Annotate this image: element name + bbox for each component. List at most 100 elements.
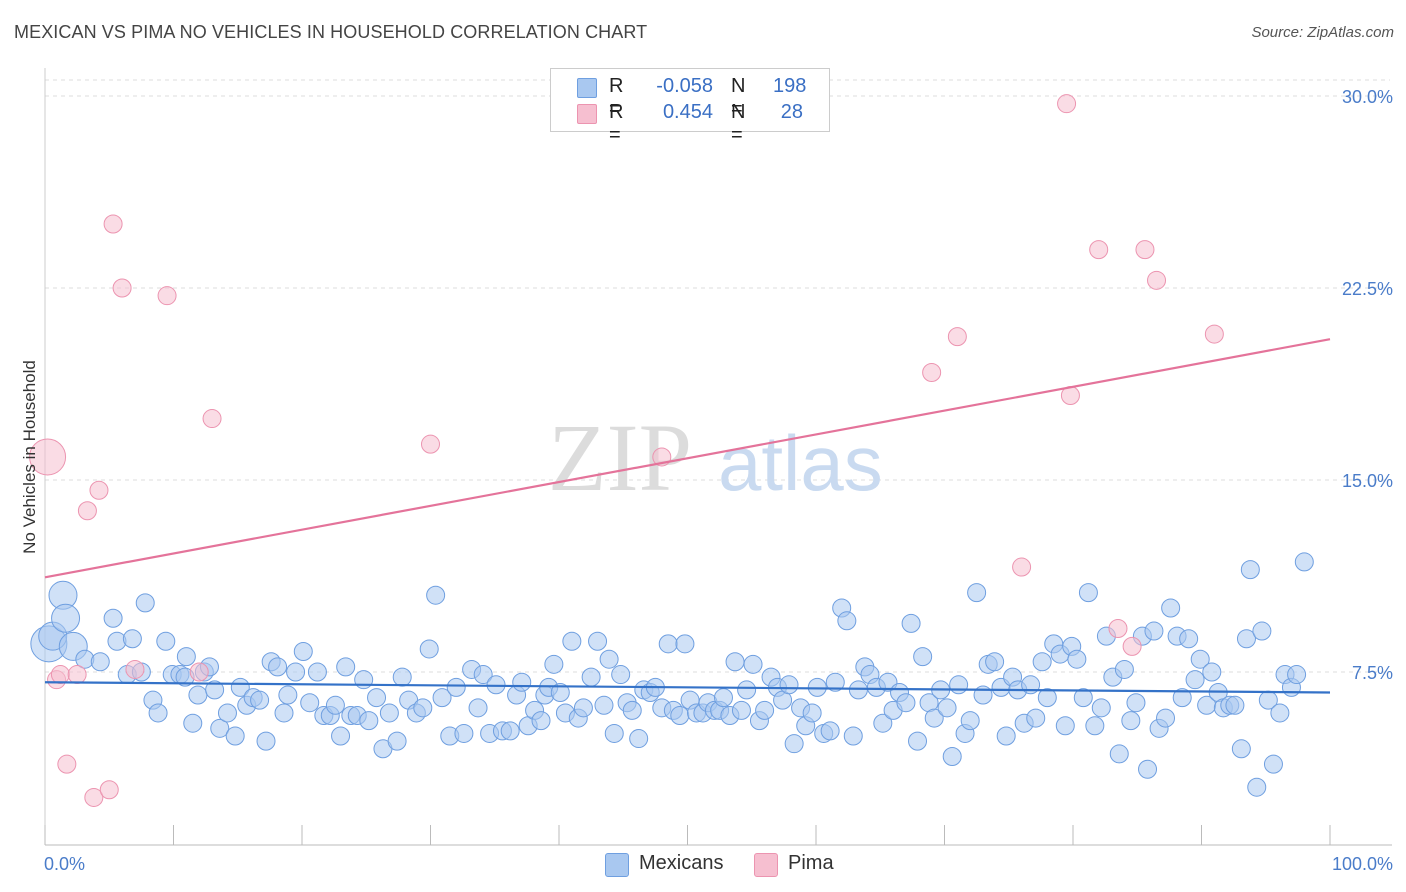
pima-point <box>1012 557 1032 577</box>
mexicans-point <box>675 634 695 654</box>
mexicans-point <box>1236 629 1256 649</box>
mexicans-point <box>658 634 678 654</box>
mexicans-point <box>286 662 306 682</box>
mexicans-point <box>183 713 203 733</box>
mexicans-point <box>225 726 245 746</box>
pima-point <box>84 787 104 807</box>
x-tick-label: 100.0% <box>1332 854 1393 874</box>
mexicans-point <box>1263 754 1283 774</box>
pima-point <box>50 665 70 685</box>
legend-r-value: 0.454 <box>662 101 713 123</box>
pima-point <box>57 754 77 774</box>
mexicans-point <box>359 711 379 731</box>
mexicans-point <box>331 726 351 746</box>
y-tick-label: 15.0% <box>1342 471 1393 491</box>
pima-point <box>103 214 123 234</box>
mexicans-point <box>820 721 840 741</box>
pima-point <box>189 662 209 682</box>
mexicans-point <box>670 706 690 726</box>
mexicans-point <box>122 629 142 649</box>
y-tick-label: 22.5% <box>1342 279 1393 299</box>
mexicans-point <box>274 703 294 723</box>
mexicans-point <box>103 608 123 628</box>
mexicans-point <box>1247 777 1267 797</box>
legend-n-label: N = <box>731 75 746 120</box>
mexicans-point <box>1179 629 1199 649</box>
bottom-legend-label-mexicans: Mexicans <box>639 852 724 874</box>
mexicans-point <box>1114 659 1134 679</box>
pima-point <box>89 480 109 500</box>
pima-trend-line <box>44 338 1331 579</box>
mexicans-point <box>354 670 374 690</box>
pima-point <box>1147 270 1167 290</box>
pima-point <box>1122 636 1142 656</box>
correlation-legend: R = -0.058 N = 198 R = 0.454 N = 28 <box>550 68 830 146</box>
mexicans-point <box>594 695 614 715</box>
mexicans-point <box>1126 693 1146 713</box>
mexicans-point <box>848 680 868 700</box>
mexicans-point <box>1055 716 1075 736</box>
mexicans-point <box>1202 662 1222 682</box>
mexicans-point <box>737 680 757 700</box>
pima-point <box>202 409 222 429</box>
mexicans-point <box>1156 708 1176 728</box>
mexicans-point <box>843 726 863 746</box>
mexicans-point <box>550 682 570 702</box>
mexicans-point <box>1091 698 1111 718</box>
mexicans-point <box>731 700 751 720</box>
grid-lines <box>45 79 1390 673</box>
mexicans-point <box>611 665 631 685</box>
pima-point <box>1089 240 1109 260</box>
bottom-legend-swatch-mexicans <box>605 853 629 877</box>
pima-point <box>947 327 967 347</box>
mexicans-point <box>743 654 763 674</box>
mexicans-point <box>784 734 804 754</box>
mexicans-point <box>379 703 399 723</box>
mexicans-point <box>148 703 168 723</box>
mexicans-point <box>1185 670 1205 690</box>
mexicans-point <box>1294 552 1314 572</box>
mexicans-point <box>896 693 916 713</box>
mexicans-point <box>901 613 921 633</box>
mexicans-point <box>1270 703 1290 723</box>
mexicans-point <box>588 631 608 651</box>
mexicans-point <box>1078 583 1098 603</box>
pima-point <box>99 780 119 800</box>
mexicans-point <box>604 723 624 743</box>
mexicans-point <box>446 677 466 697</box>
legend-n-label: N = <box>731 101 746 146</box>
mexicans-point <box>432 688 452 708</box>
trend-lines <box>44 338 1331 694</box>
mexicans-point <box>1240 560 1260 580</box>
mexicans-point <box>1225 695 1245 715</box>
mexicans-point <box>873 713 893 733</box>
mexicans-point <box>960 711 980 731</box>
pima-point <box>421 434 440 454</box>
mexicans-point <box>599 649 619 669</box>
mexicans-point <box>473 665 493 685</box>
mexicans-point <box>468 698 488 718</box>
mexicans-point <box>419 639 439 659</box>
mexicans-point <box>156 631 176 651</box>
mexicans-point <box>544 654 564 674</box>
mexicans-point <box>924 708 944 728</box>
mexicans-point <box>573 698 593 718</box>
mexicans-point <box>413 698 433 718</box>
mexicans-point <box>512 672 532 692</box>
mexicans-point <box>1073 688 1093 708</box>
mexicans-point <box>985 652 1005 672</box>
mexicans-point <box>217 703 237 723</box>
mexicans-point <box>725 652 745 672</box>
pima-point <box>1204 324 1224 344</box>
mexicans-point <box>392 667 412 687</box>
mexicans-point <box>949 675 969 695</box>
mexicans-point <box>1037 688 1057 708</box>
watermark: ZIP atlas <box>548 404 883 511</box>
mexicans-point <box>188 685 208 705</box>
mexicans-points <box>30 552 1314 797</box>
legend-swatch-pima <box>577 104 597 124</box>
mexicans-point <box>387 731 407 751</box>
mexicans-point <box>713 688 733 708</box>
mexicans-point <box>1161 598 1181 618</box>
